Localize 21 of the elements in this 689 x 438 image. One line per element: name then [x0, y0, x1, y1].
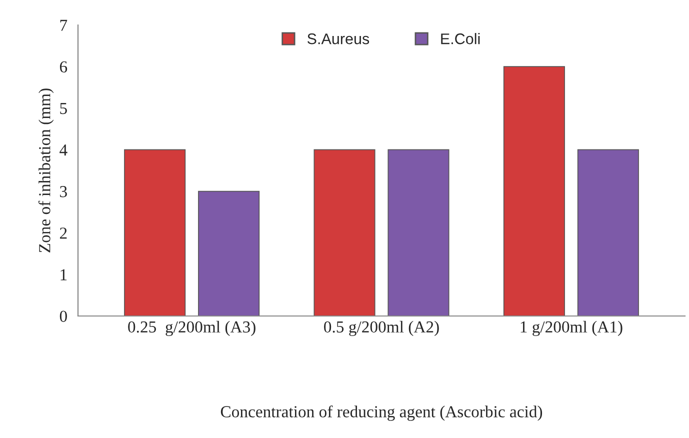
y-tick-label: 0	[60, 310, 67, 322]
bar	[503, 66, 565, 316]
x-axis-title: Concentration of reducing agent (Ascorbic acid)	[220, 405, 542, 421]
x-tick-label: 1 g/200ml (A1)	[520, 320, 622, 336]
bar	[577, 149, 639, 316]
x-tick-label: 0.5 g/200ml (A2)	[324, 320, 439, 336]
y-tick-label: 6	[60, 61, 68, 73]
legend-label: S.Aureus	[307, 33, 370, 44]
y-axis-title: Zone of inhibation (mm)	[38, 88, 54, 252]
y-tick-label: 1	[60, 269, 67, 280]
y-tick-label: 4	[60, 144, 68, 156]
bar	[124, 149, 186, 316]
bar	[314, 149, 376, 316]
bar	[388, 149, 450, 316]
legend-label: E.Coli	[441, 33, 480, 44]
x-tick-label: 0.25 g/200ml (A3)	[128, 320, 256, 336]
y-tick-label: 5	[60, 103, 67, 114]
bar	[198, 190, 260, 316]
y-tick-label: 2	[60, 228, 67, 239]
y-tick-label: 7	[60, 20, 68, 31]
y-tick-label: 3	[60, 186, 67, 198]
